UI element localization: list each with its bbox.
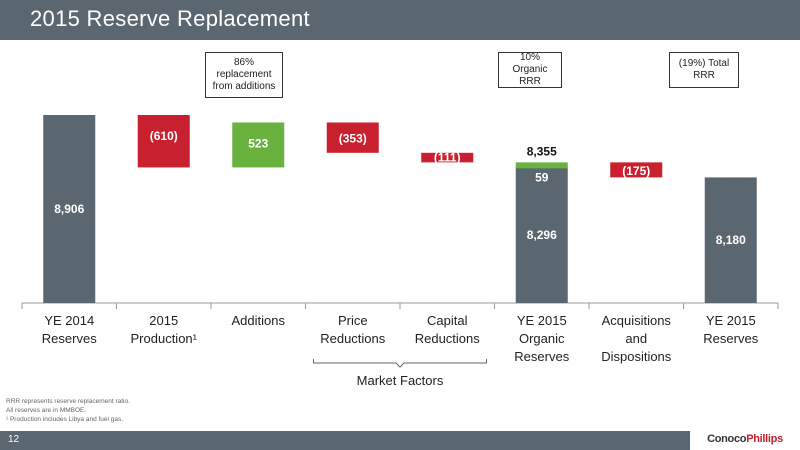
category-label-4: Price — [338, 313, 368, 328]
bar-3 — [232, 122, 285, 168]
bar-7 — [610, 162, 663, 178]
callout-additions-text: 86% replacement from additions — [212, 57, 276, 92]
category-label-7: and — [625, 331, 647, 346]
stack-label-6: 59 — [535, 170, 549, 184]
category-label-8: Reserves — [703, 331, 758, 346]
company-logo: ConocoPhillips — [690, 428, 800, 450]
data-label-7: (175) — [622, 164, 650, 178]
category-label-3: Additions — [232, 313, 286, 328]
category-label-1: Reserves — [42, 331, 97, 346]
logo-text: ConocoPhillips — [707, 433, 783, 445]
group-label: Market Factors — [357, 373, 444, 388]
category-label-1: YE 2014 — [44, 313, 94, 328]
bar-6 — [515, 167, 568, 303]
category-label-2: 2015 — [149, 313, 178, 328]
bar-1 — [43, 115, 96, 303]
group-bracket — [313, 359, 487, 368]
data-label-6: 8,296 — [527, 228, 557, 242]
waterfall-chart: 8,906 YE 2014 Reserves (610) 2015 Production¹… — [21, 115, 779, 388]
data-label-5: (111) — [434, 150, 461, 164]
bar-5 — [421, 152, 474, 163]
category-label-7: Dispositions — [601, 349, 672, 364]
footnote: RRR represents reserve replacement ratio… — [6, 398, 130, 405]
category-label-7: Acquisitions — [602, 313, 672, 328]
page-number: 12 — [8, 434, 20, 445]
callout-additions: 86% replacement from additions — [205, 52, 283, 98]
logo-part-1: Conoco — [707, 433, 747, 445]
title-bar: 2015 Reserve Replacement — [0, 0, 800, 40]
callout-total-rrr: (19%) Total RRR — [669, 52, 739, 88]
category-label-5: Capital — [427, 313, 468, 328]
category-label-4: Reductions — [320, 331, 386, 346]
data-label-3: 523 — [248, 136, 268, 150]
footnote: All reserves are in MMBOE. — [6, 407, 87, 414]
category-label-6: Organic — [519, 331, 565, 346]
bar-8 — [704, 177, 757, 303]
callout-total-rrr-text: (19%) Total RRR — [678, 58, 730, 81]
callout-organic-rrr-text: 10% Organic RRR — [512, 52, 548, 87]
bar-4 — [326, 122, 379, 153]
data-label-8: 8,180 — [716, 233, 746, 247]
category-label-6: YE 2015 — [517, 313, 567, 328]
data-label-4: (353) — [339, 132, 367, 146]
data-label-1: 8,906 — [54, 202, 84, 216]
category-label-5: Reductions — [415, 331, 481, 346]
bar-2 — [137, 115, 190, 168]
category-label-2: Production¹ — [131, 331, 198, 346]
page-title: 2015 Reserve Replacement — [30, 6, 310, 31]
category-label-8: YE 2015 — [706, 313, 756, 328]
callout-organic-rrr: 10% Organic RRR — [498, 52, 562, 88]
stack-bar-6 — [515, 162, 568, 169]
footer-bar: 12 — [0, 431, 800, 450]
total-label-6: 8,355 — [527, 144, 557, 158]
category-label-6: Reserves — [514, 349, 569, 364]
data-label-2: (610) — [150, 129, 178, 143]
logo-part-2: Phillips — [746, 433, 783, 445]
footnotes: RRR represents reserve replacement ratio… — [6, 397, 130, 424]
footnote: ¹ Production includes Libya and fuel gas… — [6, 416, 124, 423]
